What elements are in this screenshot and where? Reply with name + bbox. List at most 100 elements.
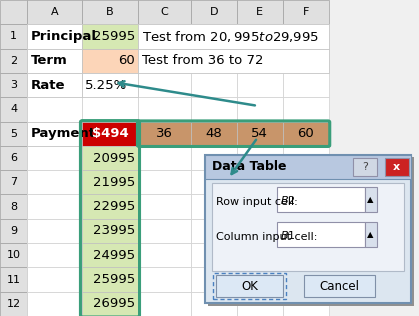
Bar (0, 194, 27, 219)
Text: 5.25%: 5.25% (85, 79, 127, 92)
Bar (191, 292, 237, 316)
Bar (82, 219, 138, 243)
Text: Data Table: Data Table (212, 160, 286, 173)
Bar (283, 243, 329, 267)
Text: ?: ? (362, 162, 367, 172)
Bar (82, 24, 138, 49)
Bar (138, 122, 191, 146)
Bar (237, 49, 283, 73)
Bar (191, 243, 237, 267)
Text: 36: 36 (156, 127, 173, 140)
Text: 24995: 24995 (93, 249, 135, 262)
Text: B: B (106, 7, 114, 17)
Bar (27, 170, 82, 194)
Bar (27, 97, 82, 122)
Bar (0, 122, 27, 146)
Bar (27, 24, 82, 49)
Text: 9: 9 (10, 226, 17, 236)
Bar (237, 292, 283, 316)
Text: 60: 60 (297, 127, 314, 140)
Text: C: C (160, 7, 168, 17)
Bar (237, 219, 283, 243)
Bar (82, 122, 138, 146)
Bar (27, 146, 82, 170)
Bar (365, 187, 377, 212)
Text: 20995: 20995 (93, 151, 135, 165)
Bar (138, 97, 191, 122)
Bar (237, 194, 283, 219)
Bar (191, 73, 237, 97)
Text: 3: 3 (10, 80, 17, 90)
Bar (237, 122, 283, 146)
Bar (283, 0, 329, 24)
Bar (191, 170, 237, 194)
Bar (237, 97, 283, 122)
Text: A: A (51, 7, 58, 17)
Bar (191, 219, 237, 243)
Text: 60: 60 (118, 54, 135, 67)
Bar (191, 24, 237, 49)
Bar (191, 97, 237, 122)
Bar (0, 292, 27, 316)
Bar (237, 243, 283, 267)
Bar (27, 49, 82, 73)
Bar (277, 187, 365, 212)
Bar (27, 292, 82, 316)
Bar (27, 267, 82, 292)
Bar (191, 0, 237, 24)
Bar (138, 0, 191, 24)
Bar (191, 122, 237, 146)
Text: Rate: Rate (31, 79, 65, 92)
Bar (138, 122, 191, 146)
Bar (237, 73, 283, 97)
Bar (237, 0, 283, 24)
Text: 12: 12 (7, 299, 21, 309)
Text: 54: 54 (251, 127, 268, 140)
Bar (138, 24, 191, 49)
Bar (0, 49, 27, 73)
Bar (283, 122, 329, 146)
Bar (138, 146, 191, 170)
Bar (191, 146, 237, 170)
Bar (283, 24, 329, 49)
Bar (82, 194, 138, 219)
Bar (82, 122, 138, 146)
Bar (82, 24, 138, 49)
Bar (27, 219, 82, 243)
Bar (0, 73, 27, 97)
Text: 8: 8 (10, 202, 17, 212)
Bar (205, 155, 411, 179)
Bar (27, 122, 82, 146)
Text: 25995: 25995 (93, 273, 135, 286)
Bar (237, 267, 283, 292)
Bar (0, 24, 27, 49)
Bar (0, 97, 27, 122)
Text: 23995: 23995 (93, 224, 135, 237)
Bar (237, 122, 283, 146)
Bar (213, 273, 286, 299)
Text: 2: 2 (10, 56, 17, 66)
Bar (27, 73, 82, 97)
Bar (191, 194, 237, 219)
Text: $B$1: $B$1 (280, 229, 295, 241)
Bar (0, 170, 27, 194)
Bar (0, 243, 27, 267)
Text: $494: $494 (92, 127, 128, 140)
Text: Payment: Payment (31, 127, 96, 140)
Bar (82, 170, 138, 194)
Bar (283, 170, 329, 194)
Bar (385, 158, 409, 176)
Bar (191, 122, 237, 146)
Bar (82, 49, 138, 73)
Text: Column input cell:: Column input cell: (216, 232, 317, 242)
Bar (191, 49, 237, 73)
Text: 26995: 26995 (93, 297, 135, 310)
Text: 25995: 25995 (93, 30, 135, 43)
Text: Term: Term (31, 54, 67, 67)
Bar (205, 155, 411, 303)
Bar (138, 24, 329, 49)
Bar (138, 267, 191, 292)
Bar (304, 275, 375, 297)
Bar (283, 122, 329, 146)
Text: 48: 48 (205, 127, 222, 140)
